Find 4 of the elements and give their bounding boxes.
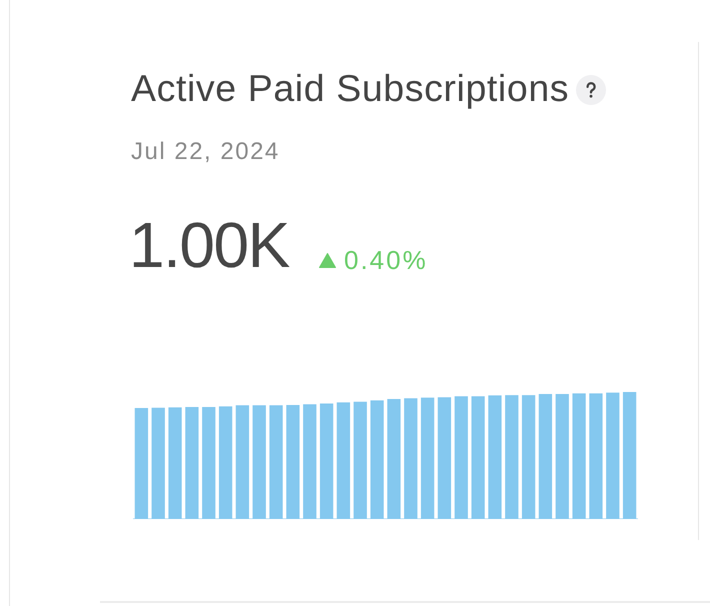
text: 1.00K bbox=[129, 209, 289, 281]
text: 0.40% bbox=[344, 245, 428, 275]
chart-title: Active Paid Subscriptions bbox=[131, 67, 570, 109]
chart-subtitle: Jul 22, 2024 bbox=[131, 138, 280, 165]
